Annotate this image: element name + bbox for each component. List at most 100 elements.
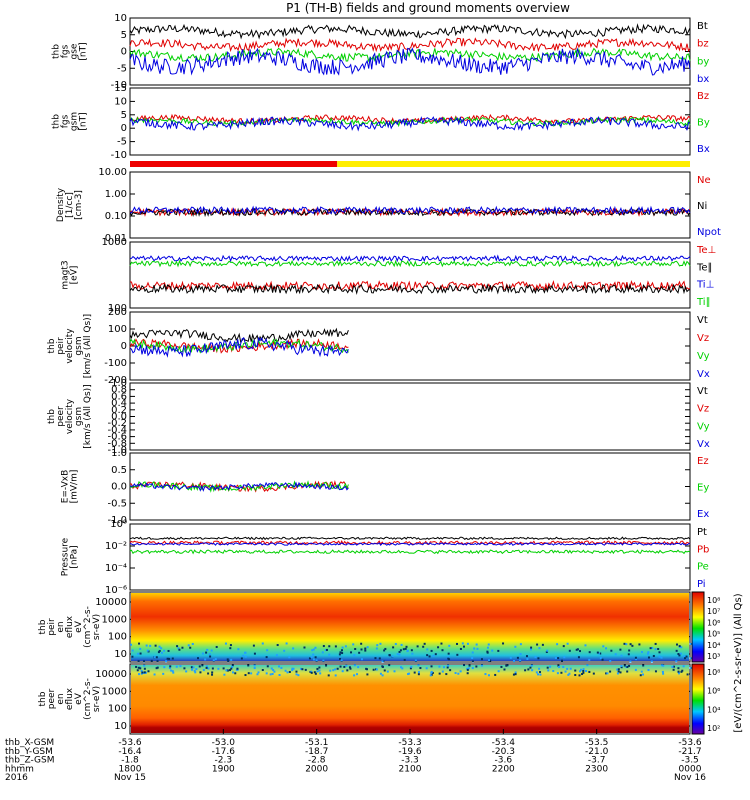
- legend-Pi: Pi: [697, 579, 706, 590]
- spectrogram-pixel: [286, 671, 289, 674]
- y-axis-label: peer: [56, 406, 66, 427]
- spectrogram-pixel: [312, 658, 315, 661]
- spectrogram-pixel: [454, 672, 457, 675]
- spectrogram-pixel: [654, 648, 657, 651]
- spectrogram-pixel: [375, 647, 378, 650]
- series-Vt: [129, 327, 349, 344]
- spectrogram-pixel: [338, 653, 341, 656]
- spectrogram-pixel: [244, 651, 247, 654]
- spectrogram-pixel: [683, 657, 686, 660]
- spectrogram-pixel: [428, 655, 431, 658]
- spectrogram-pixel: [310, 656, 313, 659]
- y-axis-label: eflux: [65, 687, 75, 710]
- spectrogram-pixel: [404, 647, 407, 650]
- spectrogram-pixel: [475, 665, 478, 668]
- spectrogram-pixel: [678, 654, 681, 657]
- spectrogram-pixel: [605, 672, 608, 675]
- panel-9: thb peer en eflux eV (cm^2-s-sr-eV) 10000 1000 1…: [38, 663, 720, 735]
- spectrogram-pixel: [614, 653, 617, 656]
- x-tick-label: -53.4: [492, 738, 516, 748]
- spectrogram-pixel: [582, 668, 585, 671]
- spectrogram-pixel: [606, 672, 609, 675]
- spectrogram-pixel: [372, 668, 375, 671]
- spectrogram-pixel: [207, 672, 210, 675]
- spectrogram-pixel: [502, 642, 505, 645]
- spectrogram-pixel: [582, 669, 585, 672]
- spectrogram-pixel: [585, 669, 588, 672]
- panel-5: thb peer velocity gsm [km/s (All Qs)]1.00.80…: [47, 378, 710, 456]
- spectrogram-pixel: [599, 657, 602, 660]
- spectrogram-pixel: [509, 656, 512, 659]
- spectrogram-pixel: [430, 671, 433, 674]
- spectrogram-pixel: [139, 647, 142, 650]
- spectrogram-pixel: [403, 658, 406, 661]
- legend-Ti∥: Ti∥: [696, 297, 711, 308]
- spectrogram-pixel: [457, 672, 460, 675]
- spectrogram-pixel: [642, 664, 645, 667]
- y-axis-label: [eV]: [70, 266, 80, 285]
- spectrogram-pixel: [466, 667, 469, 670]
- spectrogram-pixel: [408, 672, 411, 675]
- legend-Pt: Pt: [697, 527, 707, 538]
- spectrogram-pixel: [588, 651, 591, 654]
- spectrogram-pixel: [350, 651, 353, 654]
- spectrogram-pixel: [157, 651, 160, 654]
- x-tick-label: -1.8: [121, 756, 139, 766]
- spectrogram-pixel: [300, 667, 303, 670]
- spectrogram-pixel: [647, 668, 650, 671]
- y-tick-label: 10: [114, 96, 127, 107]
- spectrogram-pixel: [375, 668, 378, 671]
- legend-Vz: Vz: [697, 333, 709, 344]
- series-Pi: [129, 542, 691, 547]
- spectrogram-pixel: [360, 658, 363, 661]
- spectrogram-pixel: [568, 649, 571, 652]
- spectrogram-pixel: [222, 667, 225, 670]
- spectrogram-pixel: [394, 643, 397, 646]
- spectrogram-pixel: [677, 670, 680, 673]
- spectrogram-pixel: [560, 659, 563, 662]
- y-tick-label: 0.2: [111, 405, 127, 416]
- spectrogram-pixel: [605, 647, 608, 650]
- spectrogram-pixel: [314, 646, 317, 649]
- spectrogram-pixel: [662, 664, 665, 667]
- spectrogram-pixel: [346, 669, 349, 672]
- spectrogram-pixel: [202, 669, 205, 672]
- y-axis-label: thb: [38, 619, 48, 634]
- legend-Ne: Ne: [697, 175, 711, 186]
- panel-frame: [129, 382, 691, 451]
- spectrogram-pixel: [497, 649, 500, 652]
- x-tick-label: -20.3: [492, 747, 515, 757]
- spectrogram-pixel: [198, 665, 201, 668]
- legend-Vy: Vy: [697, 351, 710, 362]
- spectrogram-pixel: [139, 652, 142, 655]
- colorbar: [691, 591, 705, 663]
- spectrogram-pixel: [405, 645, 408, 648]
- spectrogram-pixel: [647, 651, 650, 654]
- spectrogram-pixel: [634, 656, 637, 659]
- spectrogram-pixel: [167, 649, 170, 652]
- spectrogram-pixel: [487, 643, 490, 646]
- panel-1: thb fgs gsm [nT] 15 10 5 0 -5 -10 Bz By Bx: [52, 83, 710, 161]
- spectrogram-pixel: [228, 669, 231, 672]
- y-axis-label: eV: [74, 692, 84, 705]
- spectrogram-pixel: [619, 648, 622, 651]
- spectrogram-pixel: [384, 647, 387, 650]
- y-axis-label: [nT]: [79, 42, 89, 60]
- spectrogram-pixel: [577, 656, 580, 659]
- spectrogram: [131, 593, 689, 661]
- spectrogram-pixel: [538, 667, 541, 670]
- spectrogram-pixel: [487, 674, 490, 677]
- spectrogram-pixel: [567, 673, 570, 676]
- y-axis-label: en: [56, 621, 66, 632]
- spectrogram-pixel: [581, 673, 584, 676]
- spectrogram-pixel: [461, 642, 464, 645]
- spectrogram-pixel: [557, 664, 560, 667]
- spectrogram-pixel: [658, 655, 661, 658]
- spectrogram-pixel: [310, 670, 313, 673]
- panel-frame: [129, 523, 691, 591]
- spectrogram-pixel: [661, 670, 664, 673]
- y-tick-label: -0.5: [107, 498, 127, 509]
- spectrogram-pixel: [155, 656, 158, 659]
- x-tick-label: Nov 15: [114, 773, 146, 783]
